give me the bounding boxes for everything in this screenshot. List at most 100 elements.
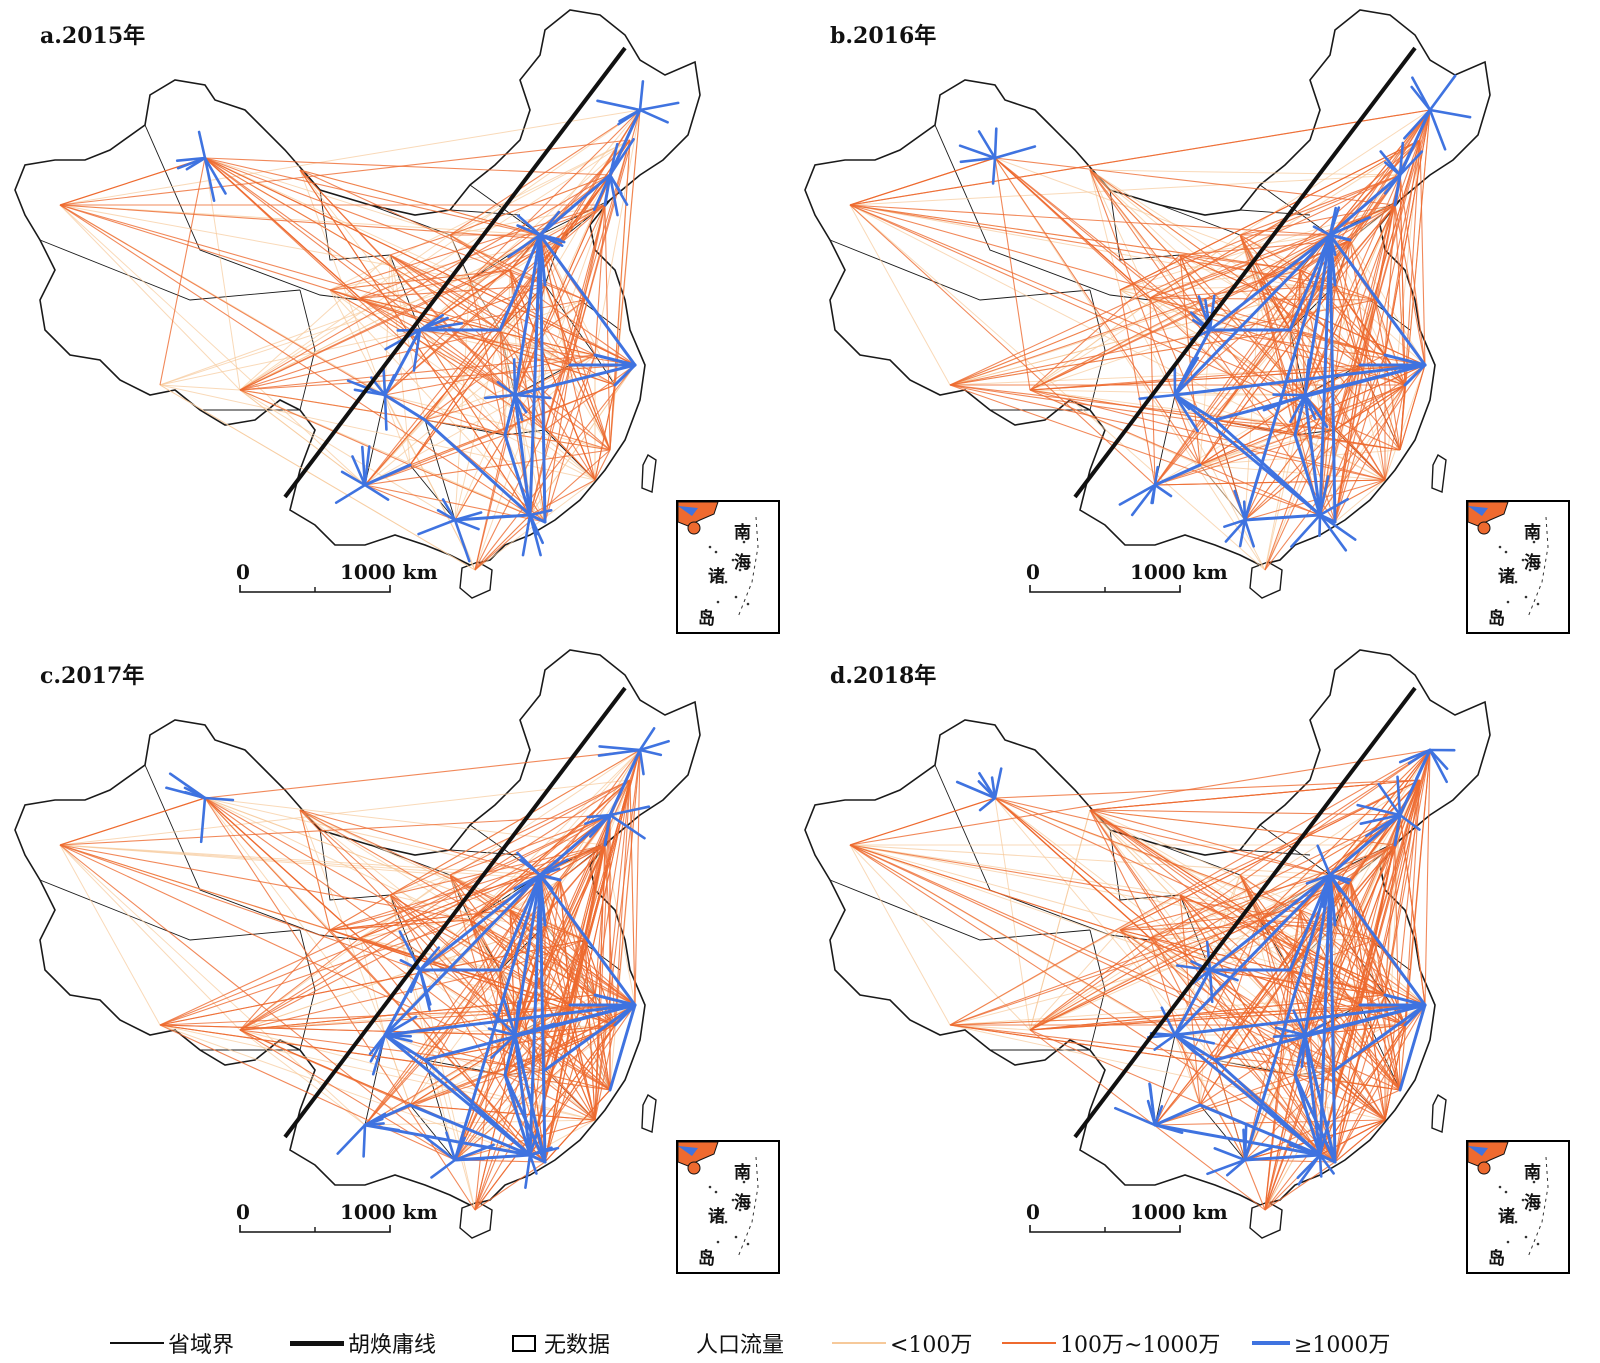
- flow-line-mid: [1334, 749, 1431, 1071]
- flow-line-high: [168, 772, 207, 800]
- flow-line-high: [1303, 393, 1322, 517]
- flow-line-mid: [1089, 809, 1291, 971]
- flow-line-mid: [389, 254, 571, 366]
- flow-line-mid: [454, 814, 611, 1161]
- flow-line-high: [1393, 173, 1402, 207]
- flow-line-high: [1318, 513, 1322, 538]
- flow-line-mid: [994, 797, 1386, 1121]
- flow-line-high: [1243, 518, 1256, 548]
- flow-line-high: [1318, 233, 1332, 517]
- flow-line-high: [418, 322, 464, 332]
- flow-line-high: [1173, 1033, 1216, 1045]
- flow-line-high: [608, 813, 646, 840]
- legend-province-boundary: 省域界: [110, 1325, 234, 1361]
- flow-line-mid: [544, 749, 641, 1071]
- flow-line-mid: [1209, 329, 1406, 386]
- flow-line-low: [1174, 1034, 1201, 1106]
- flow-line-mid: [1029, 919, 1261, 1031]
- flow-line-high: [1173, 1033, 1322, 1157]
- flow-line-high: [1318, 497, 1350, 517]
- flow-line-high: [528, 1147, 551, 1157]
- panel-title: c.2017年: [40, 663, 145, 689]
- flow-line-high: [363, 1122, 385, 1127]
- flow-line-mid: [359, 297, 516, 396]
- flow-line-high: [1303, 1033, 1322, 1157]
- scale-bar: [1029, 1225, 1181, 1233]
- flow-line-high: [423, 1003, 637, 1062]
- flow-line-mid: [474, 284, 546, 571]
- inset-island-dot: [738, 568, 742, 572]
- inset-label: 南: [1524, 1163, 1541, 1183]
- scale-distance-label: 1000 km: [340, 1200, 438, 1224]
- flow-line-high: [483, 393, 517, 400]
- flow-line-mid: [59, 844, 546, 1071]
- flow-line-high: [1398, 141, 1405, 177]
- flow-line-mid: [1154, 429, 1336, 486]
- flow-line-low: [949, 994, 1386, 1026]
- flow-line-high: [513, 873, 542, 890]
- flow-line-high: [521, 513, 532, 557]
- inset-island-dot: [1532, 1180, 1536, 1184]
- inset-island-dot: [1504, 1190, 1508, 1194]
- flow-line-mid: [499, 329, 546, 431]
- panel-title: a.2015年: [40, 23, 146, 49]
- flow-line-high: [383, 393, 388, 431]
- inset-coast: [677, 501, 719, 527]
- flow-line-mid: [994, 797, 1261, 921]
- flow-line-low: [849, 174, 1401, 206]
- inset-label: 南: [734, 1163, 751, 1183]
- flow-line-high: [638, 108, 669, 124]
- flow-line-high: [487, 1027, 517, 1037]
- flow-line-high: [1398, 151, 1411, 177]
- flow-line-mid: [1334, 1119, 1386, 1163]
- flow-line-mid: [1319, 994, 1386, 1156]
- flow-line-high: [1153, 463, 1202, 487]
- flow-line-high: [1153, 483, 1173, 498]
- flow-line-high: [423, 418, 532, 517]
- flow-line-high: [592, 173, 612, 212]
- inset-island-dot: [714, 550, 718, 554]
- flow-line-mid: [609, 139, 631, 451]
- flow-line-low: [594, 109, 641, 356]
- inset-hainan: [687, 1161, 701, 1175]
- flow-line-high: [959, 156, 997, 164]
- flow-line-high: [1293, 433, 1322, 517]
- flow-line-mid: [1329, 779, 1421, 876]
- flow-line-high: [1272, 1033, 1307, 1039]
- flow-line-mid: [614, 749, 641, 1026]
- flow-line-mid: [1259, 749, 1431, 921]
- flow-line-mid: [159, 939, 586, 1026]
- flow-line-mid: [1029, 1004, 1426, 1031]
- flow-line-low: [994, 797, 1216, 1061]
- flow-line-mid: [159, 1024, 516, 1036]
- flow-line-mid: [474, 939, 586, 1211]
- flow-line-mid: [849, 844, 1336, 1071]
- flow-line-mid: [239, 389, 411, 466]
- flow-line-mid: [994, 157, 1386, 481]
- flow-line-mid: [949, 919, 1261, 1026]
- flow-line-mid: [949, 329, 1291, 386]
- flow-line-high: [363, 483, 390, 501]
- flow-line-mid: [419, 779, 631, 971]
- flow-line-mid: [454, 924, 546, 1161]
- flow-line-high: [453, 1157, 486, 1162]
- flow-line-mid: [1239, 234, 1291, 331]
- flow-line-high: [1204, 298, 1212, 332]
- flow-line-mid: [584, 939, 596, 996]
- flow-line-high: [1328, 873, 1342, 893]
- flow-line-high: [524, 1153, 532, 1190]
- flow-line-high: [203, 156, 216, 202]
- flow-line-high: [1173, 357, 1195, 397]
- flow-line-mid: [1214, 419, 1336, 431]
- flow-line-high: [1303, 393, 1317, 420]
- flow-line-mid: [504, 1004, 636, 1076]
- flow-line-low: [59, 204, 366, 486]
- flow-line-low: [239, 254, 391, 391]
- flow-line-high: [543, 1003, 637, 1072]
- flow-line-high: [1312, 225, 1332, 237]
- flow-line-high: [409, 968, 422, 994]
- flow-line-mid: [364, 449, 611, 486]
- flow-line-low: [1089, 169, 1401, 176]
- flow-line-mid: [629, 779, 636, 1006]
- flow-line-low: [419, 749, 641, 971]
